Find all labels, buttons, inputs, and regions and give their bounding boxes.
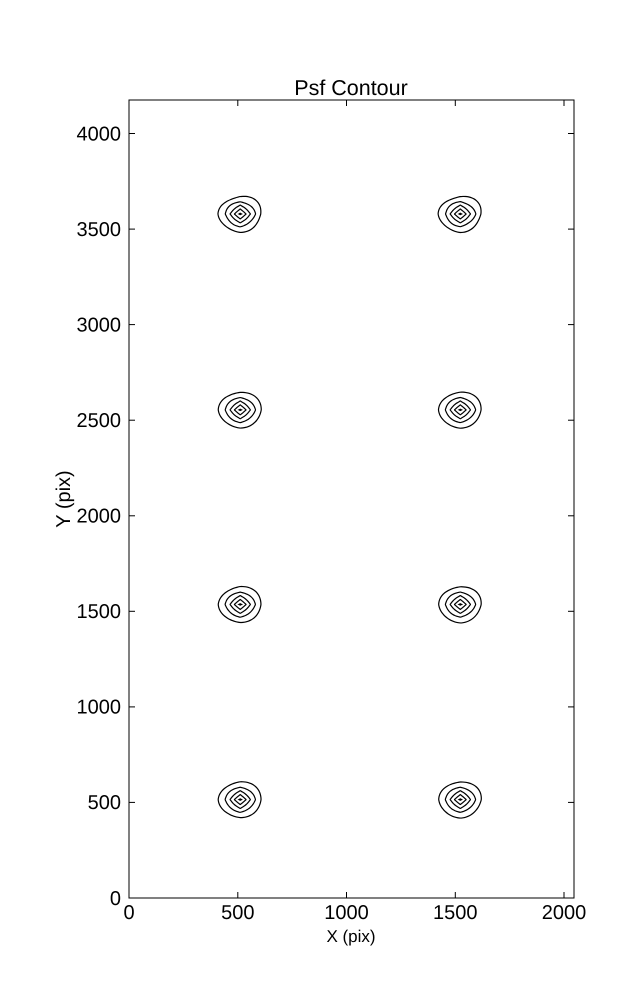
svg-text:4000: 4000 <box>77 123 122 145</box>
svg-text:X (pix): X (pix) <box>326 927 375 946</box>
svg-text:1500: 1500 <box>433 902 478 924</box>
svg-text:Psf Contour: Psf Contour <box>294 76 408 100</box>
svg-text:2500: 2500 <box>77 410 122 432</box>
svg-text:1500: 1500 <box>77 601 122 623</box>
svg-text:2000: 2000 <box>542 902 587 924</box>
svg-text:1000: 1000 <box>324 902 369 924</box>
svg-text:Y (pix): Y (pix) <box>53 470 75 527</box>
svg-text:2000: 2000 <box>77 506 122 528</box>
svg-text:0: 0 <box>110 888 121 910</box>
svg-text:3500: 3500 <box>77 219 122 241</box>
svg-text:1000: 1000 <box>77 697 122 719</box>
svg-text:0: 0 <box>123 902 134 924</box>
svg-text:500: 500 <box>221 902 254 924</box>
svg-text:500: 500 <box>88 792 121 814</box>
svg-text:3000: 3000 <box>77 314 122 336</box>
